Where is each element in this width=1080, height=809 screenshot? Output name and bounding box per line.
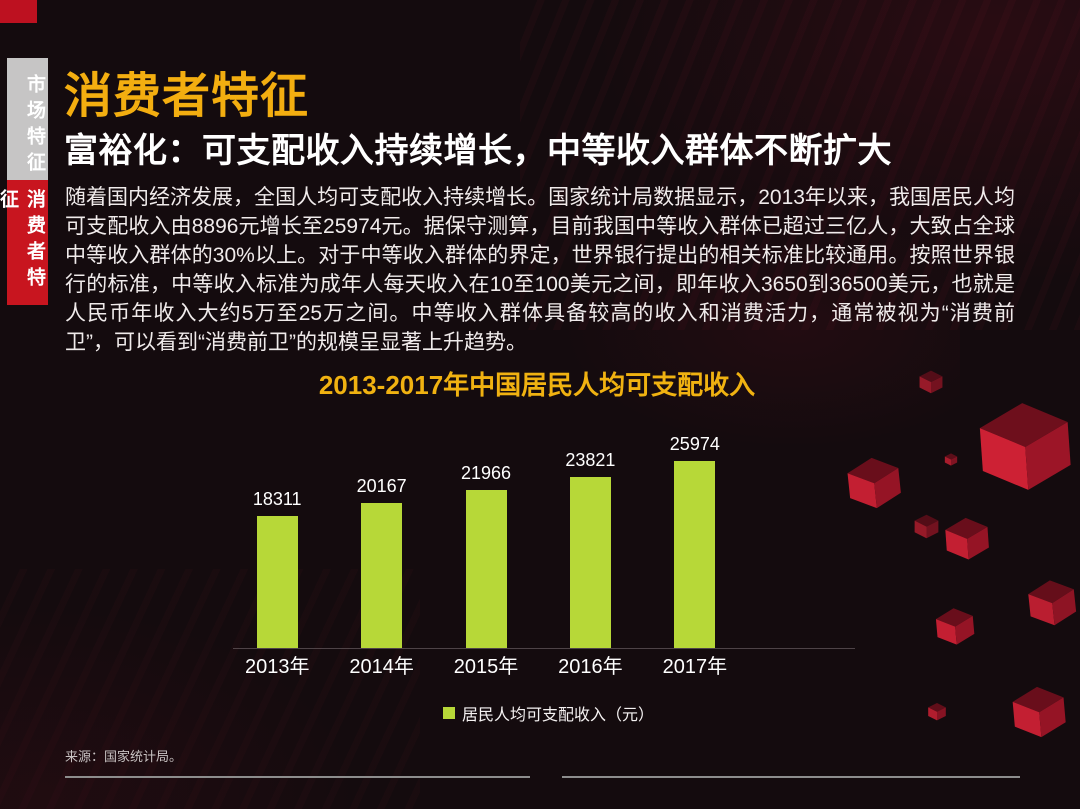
legend-swatch-green (443, 707, 455, 719)
x-axis-label: 2013年 (244, 655, 310, 678)
red-cube-icon (941, 511, 992, 562)
chart-bar (674, 461, 716, 648)
sidebar-tab-market-features[interactable]: 市场特征 (7, 58, 48, 180)
legend-label: 居民人均可支配收入（元） (462, 707, 655, 724)
red-cube-icon (842, 449, 906, 513)
chart-legend: 居民人均可支配收入（元） (443, 701, 654, 725)
bar-chart: 18311 2013年 20167 2014年 21966 2015年 23821 2016年… (225, 420, 747, 680)
chart-title: 2013-2017年中国居民人均可支配收入 (318, 370, 756, 400)
chart-bar (256, 516, 298, 648)
bar-group-2014年: 20167 2014年 (329, 420, 433, 680)
bar-group-2016年: 23821 2016年 (538, 420, 642, 680)
sidebar-tab-consumer-features[interactable]: 消费者特征 (0, 180, 48, 305)
source-note: 来源：国家统计局。 (65, 749, 183, 764)
bar-value-label: 23821 (565, 450, 616, 470)
headline: 富裕化：可支配收入持续增长，中等收入群体不断扩大 (64, 132, 892, 170)
body-paragraph: 随着国内经济发展，全国人均可支配收入持续增长。国家统计局数据显示，2013年以来… (65, 186, 1015, 354)
bar-value-label: 25974 (669, 434, 720, 454)
x-axis-label: 2017年 (662, 655, 728, 678)
chart-bar (569, 477, 611, 648)
red-cube-icon (972, 390, 1079, 497)
bar-group-2013年: 18311 2013年 (225, 420, 329, 680)
x-axis-label: 2016年 (558, 655, 623, 678)
bar-value-label: 20167 (356, 476, 407, 496)
red-cube-icon (1008, 679, 1071, 742)
page-title: 消费者特征 (64, 70, 310, 123)
red-cube-icon (1023, 572, 1080, 629)
x-axis-line (233, 648, 855, 649)
bar-group-2017年: 25974 2017年 (643, 420, 747, 680)
red-cube-icon (913, 512, 940, 539)
bottom-divider-right (562, 776, 1020, 778)
bar-group-2015年: 21966 2015年 (434, 420, 538, 680)
red-cube-icon (918, 368, 944, 394)
red-cube-icon (944, 452, 958, 466)
corner-red-block (0, 0, 37, 23)
bottom-divider-left (65, 776, 530, 778)
bar-value-label: 21966 (460, 463, 512, 483)
x-axis-label: 2015年 (453, 655, 519, 678)
chart-bar (361, 503, 403, 648)
chart-bar (465, 490, 507, 648)
red-cube-icon (927, 701, 947, 721)
red-cube-icon (932, 602, 978, 648)
x-axis-label: 2014年 (349, 655, 414, 678)
bar-value-label: 18311 (252, 489, 302, 509)
